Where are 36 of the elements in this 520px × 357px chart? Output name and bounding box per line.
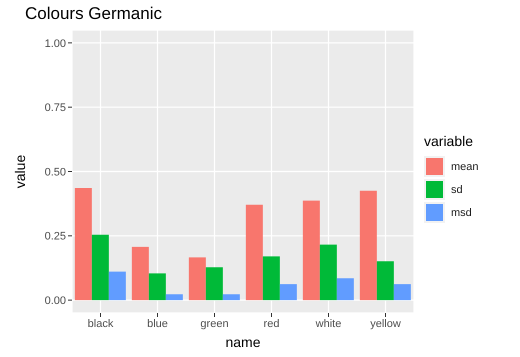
bar [206,267,223,300]
bar [246,204,263,300]
x-tick-label: yellow [370,318,401,330]
y-tick-label: 0.25 [44,230,66,243]
bar [188,257,206,300]
bar [108,272,126,300]
y-axis-title: value [12,154,28,188]
bar [166,294,183,300]
bar [132,246,149,300]
y-tick-label: 0.75 [44,102,66,114]
x-tick-label: red [264,318,280,330]
x-tick-label: blue [147,318,168,330]
bar [280,284,297,300]
bar [92,234,109,300]
y-tick-label: 0.50 [44,166,66,178]
x-tick-label: green [200,318,229,330]
chart-title: Colours Germanic [25,4,162,24]
x-axis-title: name [225,334,261,350]
bar [376,261,394,300]
bar [394,284,411,300]
y-tick-label: 1.00 [44,38,66,50]
y-tick-label: 0.00 [44,295,66,308]
bar [262,256,280,300]
legend-label: mean [451,160,479,172]
bar [222,294,240,300]
x-tick-label: white [314,318,342,330]
legend-title: variable [424,133,474,149]
legend-label: sd [451,184,463,196]
bar [360,190,377,300]
bar [336,278,354,300]
x-tick-label: black [88,318,114,330]
bar [302,200,320,300]
bar [74,188,92,300]
bar [148,273,166,300]
bar [320,244,337,300]
legend-label: msd [451,206,472,218]
